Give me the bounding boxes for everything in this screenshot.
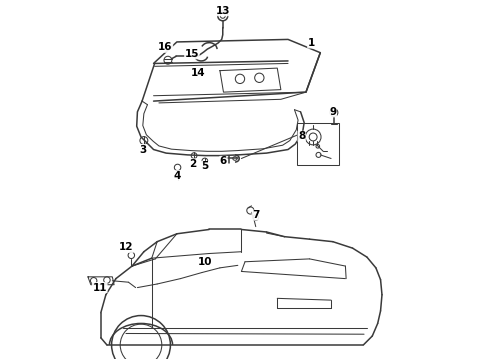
Text: 10: 10	[197, 257, 212, 267]
Text: 14: 14	[190, 68, 205, 78]
Text: 11: 11	[93, 283, 107, 293]
Text: 1: 1	[308, 38, 315, 48]
Text: 13: 13	[216, 6, 230, 16]
Text: 5: 5	[201, 161, 208, 171]
Text: 6: 6	[220, 156, 227, 166]
Text: 7: 7	[252, 210, 259, 220]
Text: 15: 15	[185, 49, 199, 59]
Text: 3: 3	[139, 144, 147, 154]
Text: 4: 4	[173, 171, 180, 181]
Text: 16: 16	[158, 42, 172, 52]
Text: 12: 12	[119, 242, 133, 252]
Text: 2: 2	[189, 159, 196, 169]
Text: 9: 9	[329, 107, 337, 117]
Text: 8: 8	[298, 131, 305, 141]
Bar	[297, 123, 339, 165]
